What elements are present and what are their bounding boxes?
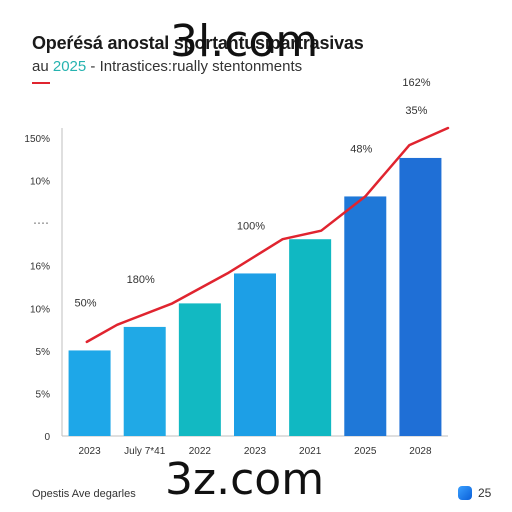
bar bbox=[178, 303, 221, 436]
x-tick-label: 2023 bbox=[78, 446, 101, 457]
x-tick-label: 2023 bbox=[244, 446, 267, 457]
trend-line bbox=[85, 126, 450, 344]
x-tick-label: July 7*41 bbox=[124, 446, 166, 457]
subtitle-prefix: au bbox=[32, 58, 49, 75]
bar bbox=[344, 196, 387, 436]
subtitle-year: 2025 bbox=[52, 58, 87, 75]
data-label: 48% bbox=[350, 143, 372, 155]
y-tick-label: 5% bbox=[36, 347, 51, 358]
y-tick-label: 0 bbox=[44, 432, 50, 443]
watermark-top: 3l.com bbox=[170, 16, 319, 67]
y-tick-label: 16% bbox=[30, 262, 50, 273]
y-tick-label: 150% bbox=[24, 134, 50, 145]
y-tick-label: 5% bbox=[36, 389, 51, 400]
data-label: 50% bbox=[75, 297, 97, 309]
bar bbox=[399, 157, 442, 436]
data-label: 162% bbox=[402, 77, 430, 89]
x-tick-label: 2022 bbox=[189, 446, 212, 457]
chart-subtitle: au 2025 - Intrastices:rually stentonment… bbox=[32, 58, 302, 75]
bar bbox=[68, 350, 111, 436]
footer-brand: 25 bbox=[458, 484, 491, 502]
chart-title: Opeŕésá anostal sportantusipartrasivas bbox=[32, 33, 364, 53]
subtitle-rest: - Intrastices:rually stentonments bbox=[90, 58, 303, 75]
subtitle-accent-line bbox=[32, 82, 50, 84]
data-label: 180% bbox=[127, 274, 155, 286]
watermark-bottom: 3z.com bbox=[165, 454, 325, 505]
x-tick-label: 2028 bbox=[409, 446, 432, 457]
brand-logo-icon bbox=[458, 486, 472, 500]
x-tick-label: 2021 bbox=[299, 446, 322, 457]
footer-source: Opestis Ave degarles bbox=[32, 488, 136, 500]
data-label: 100% bbox=[237, 220, 265, 232]
bar bbox=[289, 239, 332, 436]
x-tick-label: 2025 bbox=[354, 446, 377, 457]
footer-page-number: 25 bbox=[478, 486, 492, 500]
bar bbox=[234, 273, 276, 436]
y-tick-label: 10% bbox=[30, 304, 50, 315]
data-label: 35% bbox=[405, 105, 427, 117]
y-tick-label: 10% bbox=[30, 177, 50, 188]
bar bbox=[123, 326, 166, 436]
